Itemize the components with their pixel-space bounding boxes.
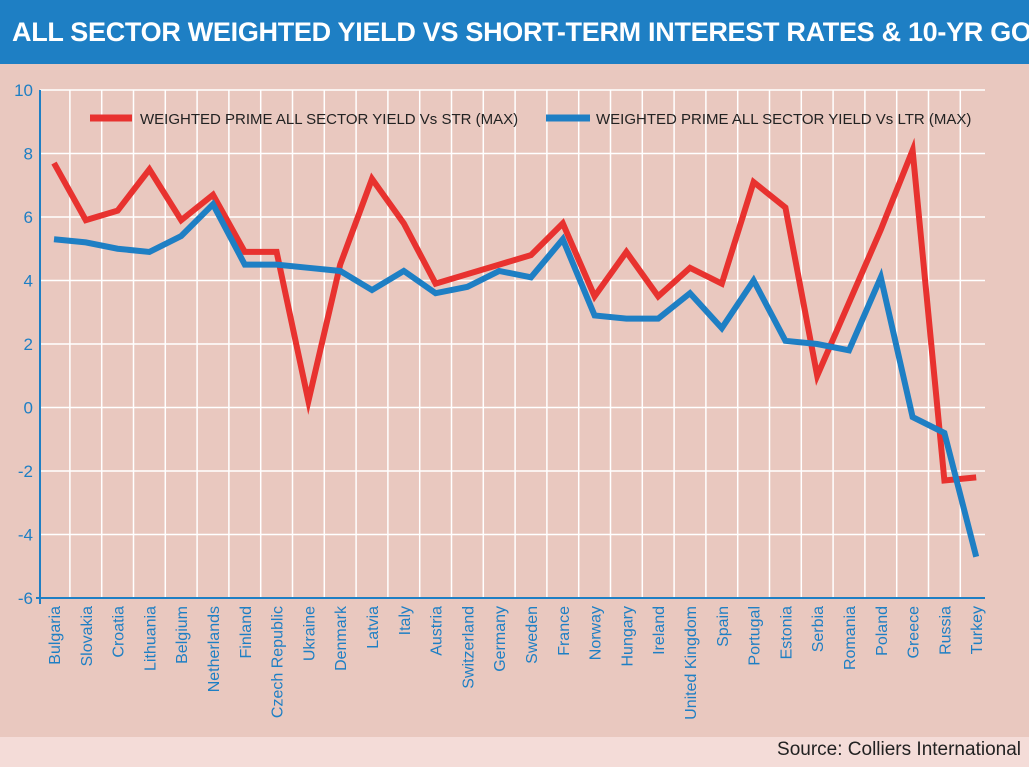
x-tick-label: Italy: [397, 606, 414, 635]
y-tick-label: -2: [18, 462, 33, 481]
x-tick-label: Estonia: [778, 606, 795, 659]
x-tick-label: Poland: [874, 606, 891, 656]
x-tick-label: Spain: [715, 606, 732, 647]
x-tick-label: Croatia: [111, 606, 128, 658]
x-tick-label: France: [556, 606, 573, 656]
line-chart: 10 8 6 4 2 0 -2 -4 -6 Bulgaria Slovakia Croatia Lith…: [14, 81, 986, 720]
y-tick-label: -6: [18, 589, 33, 608]
x-tick-label: Germany: [492, 606, 509, 672]
axis-layer: 10 8 6 4 2 0 -2 -4 -6 Bulgaria Slovakia Croatia Lith…: [14, 81, 986, 720]
chart-area: 10 8 6 4 2 0 -2 -4 -6 Bulgaria Slovakia Croatia Lith…: [0, 64, 1029, 737]
x-tick-label: Russia: [937, 606, 954, 655]
x-tick-label: Hungary: [619, 606, 636, 666]
x-tick-label: Norway: [588, 606, 605, 660]
x-tick-label: Turkey: [969, 606, 986, 654]
y-tick-label: 2: [24, 335, 33, 354]
y-tick-label: -4: [18, 526, 33, 545]
series-line-str: [51, 137, 977, 484]
x-tick-label: Serbia: [810, 606, 827, 652]
y-tick-label: 0: [24, 399, 33, 418]
legend: WEIGHTED PRIME ALL SECTOR YIELD Vs STR (…: [90, 111, 971, 128]
x-tick-label: Latvia: [365, 606, 382, 649]
x-tick-label: Austria: [429, 606, 446, 656]
legend-label-str: WEIGHTED PRIME ALL SECTOR YIELD Vs STR (…: [140, 111, 518, 128]
x-tick-label: Romania: [842, 606, 859, 670]
chart-title: ALL SECTOR WEIGHTED YIELD VS SHORT-TERM …: [0, 0, 1029, 64]
legend-label-ltr: WEIGHTED PRIME ALL SECTOR YIELD Vs LTR (…: [596, 111, 971, 128]
y-tick-label: 8: [24, 145, 33, 164]
x-tick-label: Denmark: [333, 605, 350, 671]
x-tick-label: Finland: [238, 606, 255, 658]
x-tick-label: Czech Republic: [270, 606, 287, 718]
source-note: Source: Colliers International: [777, 739, 1021, 760]
grid-layer: [40, 89, 985, 599]
x-tick-label: Bulgaria: [47, 606, 64, 665]
x-tick-label: Belgium: [174, 606, 191, 664]
y-tick-label: 4: [24, 272, 33, 291]
x-tick-label: Ireland: [651, 606, 668, 655]
x-tick-label: United Kingdom: [683, 606, 700, 720]
x-tick-label: Ukraine: [301, 606, 318, 661]
x-tick-label: Greece: [906, 606, 923, 659]
x-tick-label: Switzerland: [460, 606, 477, 689]
series-layer: [51, 137, 980, 558]
series-line-ltr: [53, 199, 980, 558]
x-tick-label: Portugal: [747, 606, 764, 666]
x-tick-label: Netherlands: [206, 606, 223, 692]
y-tick-label: 10: [14, 81, 33, 100]
x-tick-label: Lithuania: [142, 606, 159, 671]
x-tick-label: Sweden: [524, 606, 541, 664]
x-tick-label: Slovakia: [79, 606, 96, 667]
y-tick-label: 6: [24, 208, 33, 227]
